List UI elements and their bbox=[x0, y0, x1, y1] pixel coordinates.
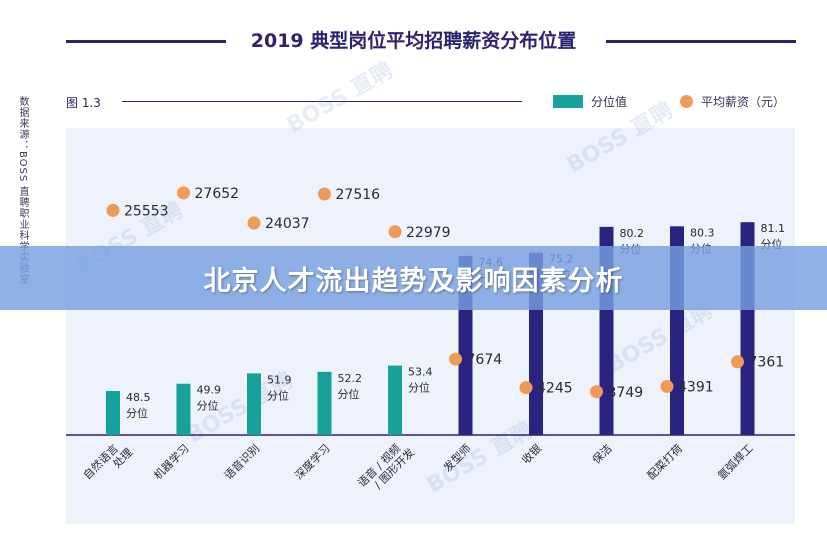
salary-point bbox=[318, 187, 331, 201]
salary-value-label: 25553 bbox=[124, 203, 169, 219]
percentile-bar bbox=[388, 365, 402, 435]
legend-salary: 平均薪资（元） bbox=[680, 93, 785, 110]
figure-rule bbox=[122, 101, 522, 102]
salary-value-label: 4245 bbox=[537, 381, 573, 397]
category-tick-label: 语音识别 bbox=[221, 441, 262, 482]
legend-percentile-label: 分位值 bbox=[591, 95, 628, 109]
percentile-unit-label: 分位 bbox=[126, 406, 148, 420]
data-source-note: 数据来源：BOSS 直聘职业科学实验室 bbox=[17, 96, 28, 286]
salary-value-label: 3749 bbox=[608, 385, 644, 401]
percentile-bar bbox=[176, 383, 191, 435]
salary-value-label: 27652 bbox=[195, 186, 240, 202]
page-title: 2019 典型岗位平均招聘薪资分布位置 bbox=[250, 30, 577, 52]
percentile-value-label: 52.2 bbox=[338, 372, 363, 385]
percentile-value-label: 80.3 bbox=[690, 226, 715, 239]
salary-point bbox=[247, 216, 261, 230]
salary-point bbox=[731, 355, 744, 369]
salary-point bbox=[449, 352, 462, 366]
figure-label: 图 1.3 bbox=[66, 96, 101, 110]
salary-value-label: 7361 bbox=[749, 355, 785, 371]
salary-point bbox=[519, 381, 533, 395]
salary-value-label: 4391 bbox=[678, 379, 714, 395]
percentile-value-label: 80.2 bbox=[620, 227, 645, 240]
salary-point bbox=[177, 186, 190, 200]
category-tick-label: 发型师 bbox=[440, 441, 473, 474]
percentile-value-label: 49.9 bbox=[197, 384, 222, 397]
category-tick-label: 收银 bbox=[519, 441, 544, 466]
header-rule-right bbox=[606, 40, 796, 43]
category-tick-label: 深度学习 bbox=[292, 441, 333, 482]
percentile-unit-label: 分位 bbox=[267, 388, 289, 402]
percentile-bar bbox=[247, 373, 261, 435]
category-tick-label: 配菜打荷 bbox=[644, 441, 685, 482]
percentile-unit-label: 分位 bbox=[408, 381, 430, 395]
salary-point bbox=[590, 385, 603, 399]
percentile-bar bbox=[317, 371, 332, 435]
percentile-bar bbox=[106, 390, 120, 435]
salary-point bbox=[106, 203, 120, 217]
salary-value-label: 22979 bbox=[406, 225, 451, 241]
salary-value-label: 24037 bbox=[265, 216, 310, 232]
banner-title: 北京人才流出趋势及影响因素分析 bbox=[203, 265, 624, 297]
legend-bar-swatch bbox=[553, 95, 583, 108]
salary-value-label: 7674 bbox=[467, 352, 503, 368]
title-banner: 北京人才流出趋势及影响因素分析 bbox=[0, 246, 827, 310]
legend-salary-label: 平均薪资（元） bbox=[701, 95, 786, 109]
percentile-value-label: 48.5 bbox=[126, 391, 151, 404]
percentile-value-label: 53.4 bbox=[408, 366, 433, 379]
category-tick-label: 保洁 bbox=[589, 441, 614, 466]
salary-point bbox=[660, 379, 674, 393]
percentile-unit-label: 分位 bbox=[197, 399, 219, 413]
category-tick-label: 氩弧焊工 bbox=[715, 441, 756, 482]
percentile-value-label: 51.9 bbox=[267, 373, 292, 386]
category-tick-label: 机器学习 bbox=[151, 441, 192, 482]
legend-dot-swatch bbox=[680, 95, 693, 108]
salary-point bbox=[388, 225, 402, 239]
percentile-value-label: 81.1 bbox=[761, 222, 786, 235]
salary-value-label: 27516 bbox=[336, 187, 381, 203]
header-rule-left bbox=[66, 40, 226, 43]
legend-percentile: 分位值 bbox=[553, 93, 627, 110]
percentile-unit-label: 分位 bbox=[338, 387, 360, 401]
